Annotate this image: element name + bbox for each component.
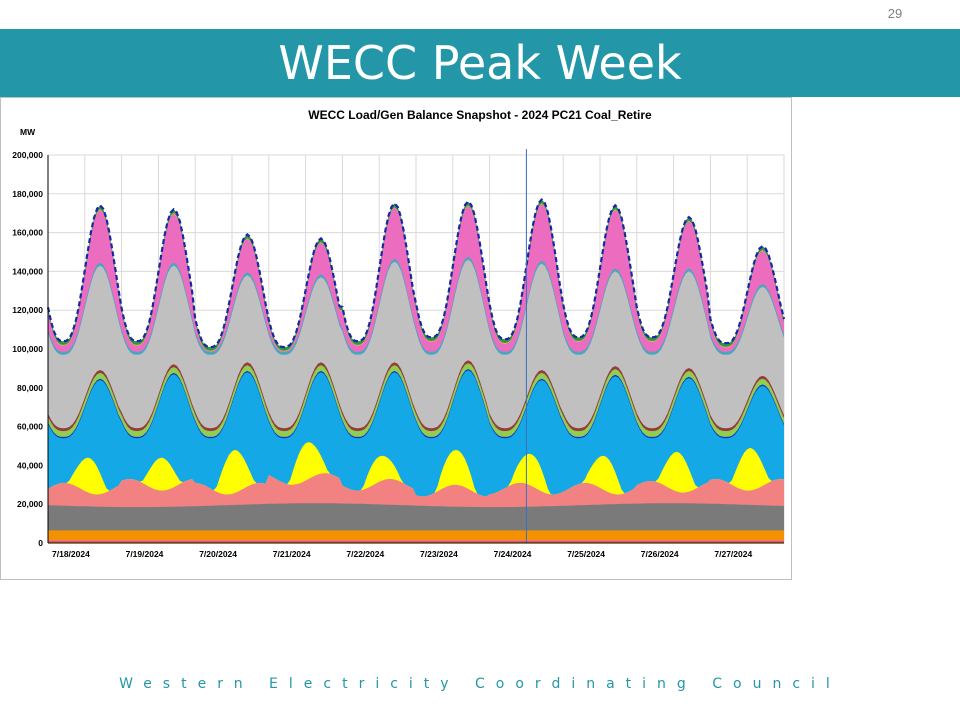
stacked-areas: [48, 199, 784, 544]
y-tick-label: 160,000: [12, 228, 43, 238]
title-band: WECC Peak Week: [0, 29, 960, 97]
x-tick-label: 7/23/2024: [420, 549, 458, 559]
x-tick-label: 7/24/2024: [494, 549, 532, 559]
y-tick-label: 100,000: [12, 344, 43, 354]
chart-title: WECC Load/Gen Balance Snapshot - 2024 PC…: [308, 108, 652, 122]
footer: Western Electricity Coordinating Council: [119, 676, 841, 692]
chart: WECC Load/Gen Balance Snapshot - 2024 PC…: [12, 108, 786, 559]
y-tick-label: 20,000: [17, 499, 43, 509]
y-tick-label: 60,000: [17, 422, 43, 432]
y-tick-label: 140,000: [12, 266, 43, 276]
slide-title: WECC Peak Week: [278, 36, 682, 90]
x-tick-label: 7/19/2024: [126, 549, 164, 559]
x-tick-label: 7/20/2024: [199, 549, 237, 559]
area-nuclear: [48, 530, 784, 543]
y-tick-label: 180,000: [12, 189, 43, 199]
y-tick-label: 120,000: [12, 305, 43, 315]
y-axis-label: MW: [20, 127, 36, 137]
y-tick-label: 200,000: [12, 150, 43, 160]
y-tick-label: 40,000: [17, 460, 43, 470]
x-tick-label: 7/27/2024: [714, 549, 752, 559]
x-tick-label: 7/26/2024: [641, 549, 679, 559]
x-tick-label: 7/21/2024: [273, 549, 311, 559]
series-lines: [46, 149, 786, 543]
axes: 0 20,000 40,000 60,000 80,000 100,000 120,000 1…: [12, 150, 784, 559]
x-tick-label: 7/18/2024: [52, 549, 90, 559]
y-tick-label: 0: [38, 538, 43, 548]
x-tick-label: 7/22/2024: [346, 549, 384, 559]
slide-number: 29: [887, 6, 903, 21]
y-tick-label: 80,000: [17, 383, 43, 393]
demand-line: [46, 197, 786, 349]
x-tick-label: 7/25/2024: [567, 549, 605, 559]
